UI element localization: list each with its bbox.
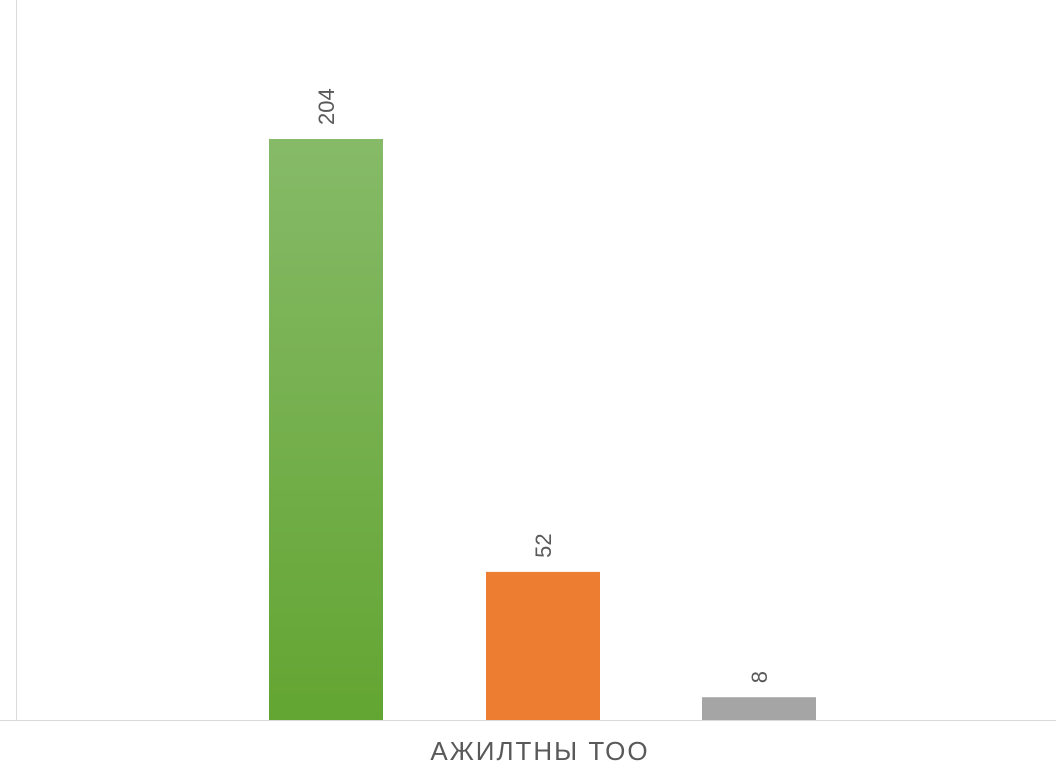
- data-label-3: 8: [747, 671, 772, 683]
- data-label-2: 52: [531, 533, 556, 557]
- data-labels-layer: 204 52 8: [314, 88, 772, 683]
- bar-1: [269, 139, 383, 720]
- category-label: АЖИЛТНЫ ТОО: [430, 736, 649, 766]
- bar-2: [486, 571, 600, 720]
- data-label-1: 204: [314, 88, 339, 125]
- bars-layer: [269, 139, 816, 720]
- bar-3: [702, 697, 816, 720]
